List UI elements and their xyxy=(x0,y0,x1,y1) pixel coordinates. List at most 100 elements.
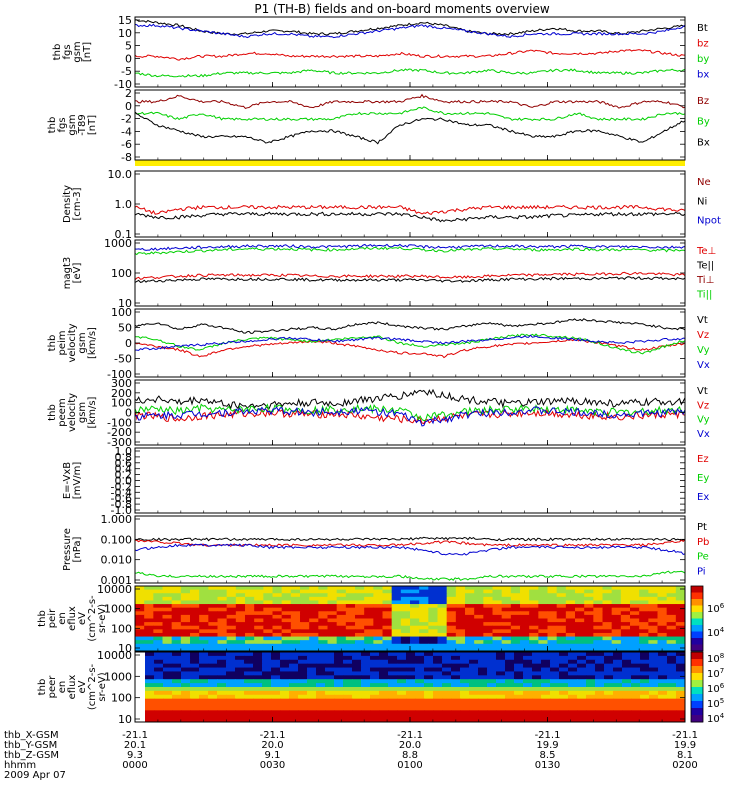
heatmap-cell xyxy=(300,589,310,594)
y-tick-label: 10 xyxy=(118,27,132,40)
heatmap-cell xyxy=(300,604,310,609)
heatmap-cell xyxy=(501,632,512,638)
heatmap-cell xyxy=(593,640,603,645)
heatmap-cell xyxy=(345,600,356,605)
heatmap-cell xyxy=(648,629,658,634)
heatmap-cell xyxy=(300,636,310,641)
heatmap-cell xyxy=(465,636,475,641)
heatmap-cell xyxy=(208,694,218,700)
heatmap-cell xyxy=(370,675,380,680)
heatmap-cell xyxy=(469,671,479,676)
heatmap-cell xyxy=(532,710,542,715)
heatmap-cell xyxy=(244,683,254,688)
heatmap-cell xyxy=(649,675,659,680)
x-tick-label-z: 8.8 xyxy=(402,750,418,761)
heatmap-cell xyxy=(245,611,255,616)
heatmap-cell xyxy=(550,714,560,719)
heatmap-cell xyxy=(575,596,585,601)
heatmap-cell xyxy=(345,618,356,623)
heatmap-cell xyxy=(180,636,191,641)
heatmap-cell xyxy=(300,647,310,652)
heatmap-cell xyxy=(538,604,548,609)
x-tick-label-z: 9.1 xyxy=(265,750,281,761)
heatmap-cell xyxy=(217,640,228,645)
heatmap-cell xyxy=(547,607,558,612)
heatmap-cell xyxy=(388,655,398,661)
heatmap-cell xyxy=(613,675,623,680)
heatmap-cell xyxy=(547,636,558,641)
heatmap-cell xyxy=(492,636,503,641)
heatmap-cell xyxy=(181,718,191,723)
heatmap-cell xyxy=(163,671,173,676)
heatmap-cell xyxy=(370,683,380,688)
heatmap-cell xyxy=(370,694,380,700)
heatmap-cell xyxy=(460,683,470,688)
heatmap-cell xyxy=(649,702,659,707)
heatmap-cell xyxy=(478,702,488,707)
heatmap-cell xyxy=(254,640,264,645)
heatmap-cell xyxy=(190,632,200,638)
y-tick-label: 10 xyxy=(118,642,132,655)
heatmap-cell xyxy=(487,702,497,707)
heatmap-cell xyxy=(226,659,236,665)
heatmap-cell xyxy=(262,652,272,657)
heatmap-cell xyxy=(541,659,551,665)
heatmap-cell xyxy=(144,593,154,598)
heatmap-cell xyxy=(648,625,658,630)
heatmap-cell xyxy=(226,607,237,612)
heatmap-cell xyxy=(345,611,356,616)
heatmap-cell xyxy=(163,714,173,719)
heatmap-cell xyxy=(262,714,272,719)
heatmap-cell xyxy=(373,604,383,609)
heatmap-cell xyxy=(253,698,263,704)
heatmap-cell xyxy=(190,659,200,665)
heatmap-cell xyxy=(595,679,605,684)
heatmap-cell xyxy=(640,655,650,661)
heatmap-cell xyxy=(235,718,245,723)
heatmap-cell xyxy=(550,671,560,676)
heatmap-cell xyxy=(316,706,326,711)
heatmap-cell xyxy=(529,607,539,612)
heatmap-cell xyxy=(373,618,383,623)
heatmap-cell xyxy=(496,683,506,688)
y-tick-label: 10.0 xyxy=(108,168,133,181)
heatmap-cell xyxy=(388,679,398,684)
heatmap-cell xyxy=(658,694,668,700)
heatmap-cell xyxy=(433,667,443,672)
heatmap-cell xyxy=(550,706,560,711)
heatmap-cell xyxy=(541,655,551,661)
heatmap-cell xyxy=(510,589,521,594)
heatmap-cell xyxy=(667,679,677,684)
heatmap-cell xyxy=(424,706,434,711)
heatmap-cell xyxy=(154,667,164,672)
heatmap-cell xyxy=(145,698,155,704)
legend-entry-Te⊥: Te⊥ xyxy=(696,246,716,257)
heatmap-cell xyxy=(523,710,533,715)
heatmap-cell xyxy=(199,671,209,676)
heatmap-cell xyxy=(620,614,631,619)
heatmap-cell xyxy=(226,629,237,634)
x-tick-label-z: 8.1 xyxy=(677,750,693,761)
heatmap-cell xyxy=(226,655,236,661)
heatmap-cell xyxy=(602,629,613,634)
heatmap-cell xyxy=(622,671,632,676)
heatmap-cell xyxy=(245,596,255,601)
y-tick-label: 200 xyxy=(111,387,132,400)
heatmap-cell xyxy=(153,618,163,623)
heatmap-cell xyxy=(345,586,356,591)
heatmap-cell xyxy=(355,622,365,627)
heatmap-cell xyxy=(388,683,398,688)
heatmap-cell xyxy=(575,607,585,612)
heatmap-cell xyxy=(523,652,533,657)
heatmap-cell xyxy=(217,632,228,638)
heatmap-cell xyxy=(162,643,173,648)
heatmap-cell xyxy=(199,593,209,598)
heatmap-cell xyxy=(190,604,200,609)
heatmap-cell xyxy=(593,600,603,605)
heatmap-cell xyxy=(400,636,411,641)
heatmap-cell xyxy=(577,698,587,704)
heatmap-cell xyxy=(675,604,686,609)
heatmap-cell xyxy=(568,675,578,680)
legend-entry-Bx: Bx xyxy=(697,137,710,148)
